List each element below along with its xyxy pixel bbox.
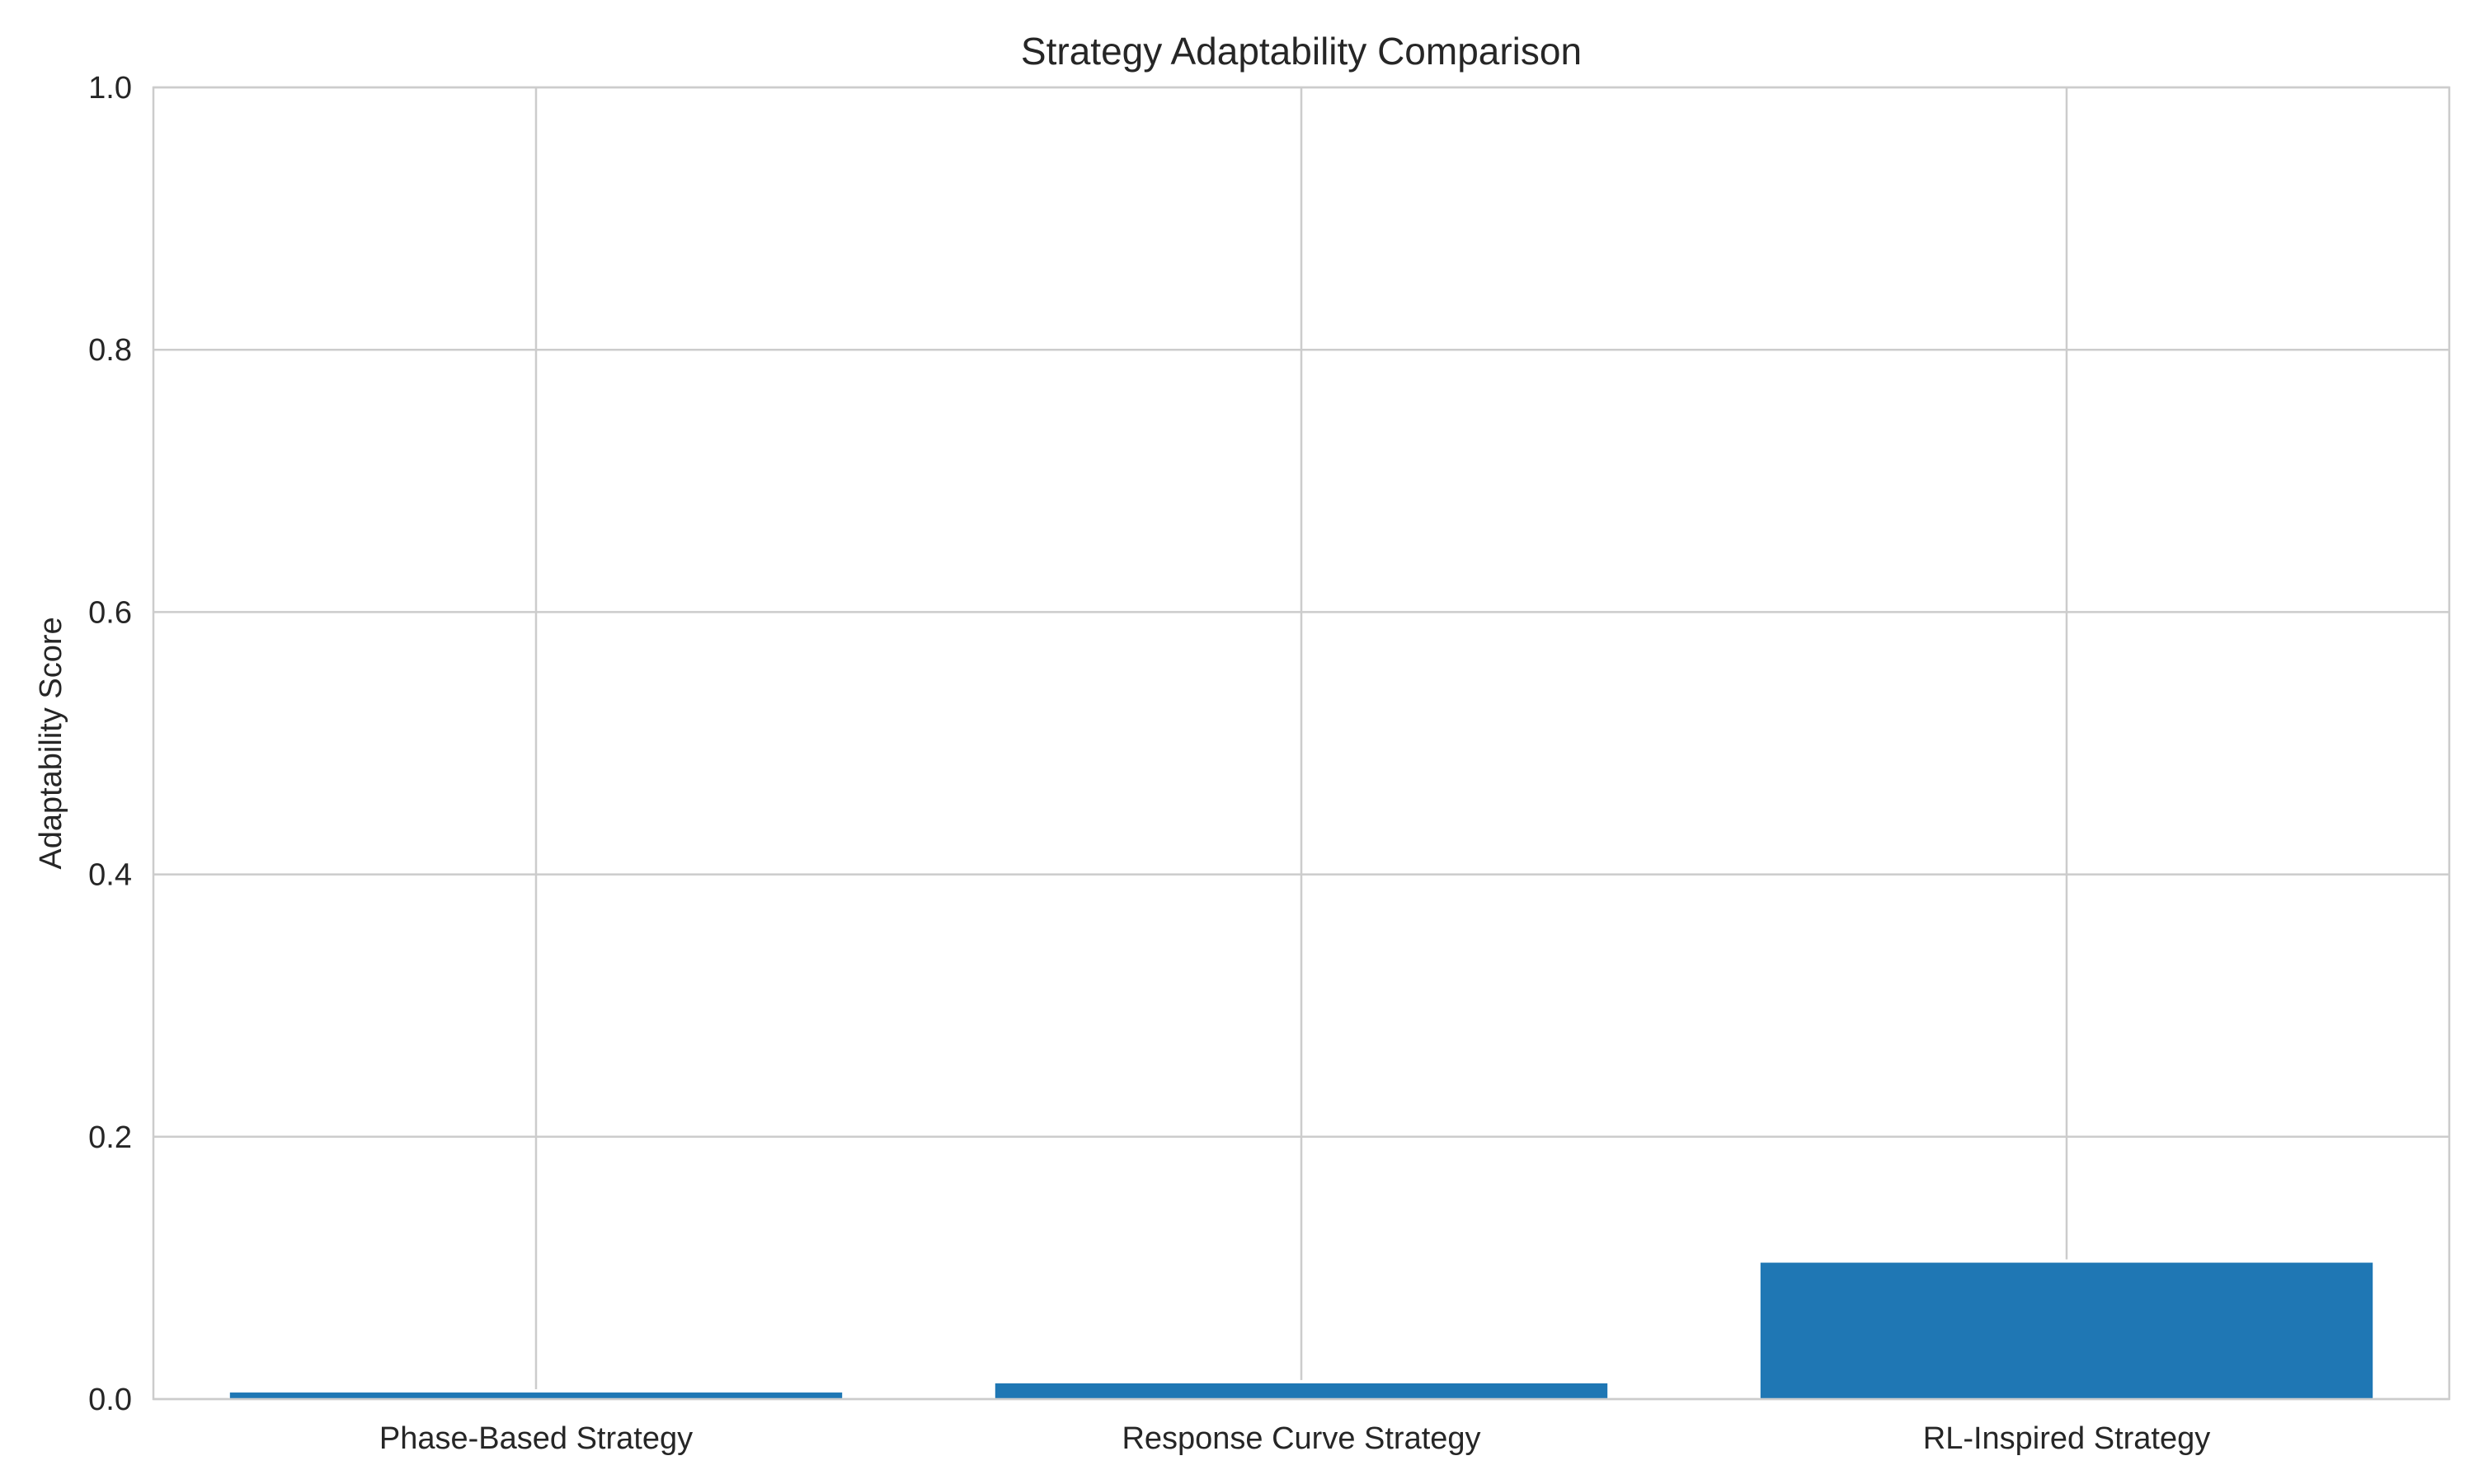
- y-tick-label: 0.4: [88, 858, 132, 893]
- bars: [228, 1259, 2375, 1399]
- x-tick-label: Phase-Based Strategy: [379, 1421, 693, 1456]
- x-tick-label: RL-Inspired Strategy: [1923, 1421, 2211, 1456]
- y-tick-label: 0.2: [88, 1120, 132, 1155]
- x-axis-ticks: Phase-Based Strategy Response Curve Strat…: [379, 1421, 2210, 1456]
- chart-title: Strategy Adaptability Comparison: [1021, 30, 1582, 73]
- y-tick-label: 0.6: [88, 595, 132, 630]
- x-tick-label: Response Curve Strategy: [1122, 1421, 1480, 1456]
- y-tick-label: 0.0: [88, 1383, 132, 1417]
- y-tick-label: 1.0: [88, 71, 132, 106]
- y-axis-ticks: 0.0 0.2 0.4 0.6 0.8 1.0: [88, 71, 132, 1417]
- bar-response-curve-strategy: [995, 1383, 1608, 1399]
- bar-phase-based-strategy: [229, 1392, 843, 1399]
- grid: [153, 86, 2449, 1401]
- bar-rl-inspired-strategy: [1760, 1262, 2373, 1399]
- y-tick-label: 0.8: [88, 333, 132, 368]
- y-axis-label: Adaptability Score: [34, 617, 68, 869]
- plot-frame: [152, 86, 2451, 1401]
